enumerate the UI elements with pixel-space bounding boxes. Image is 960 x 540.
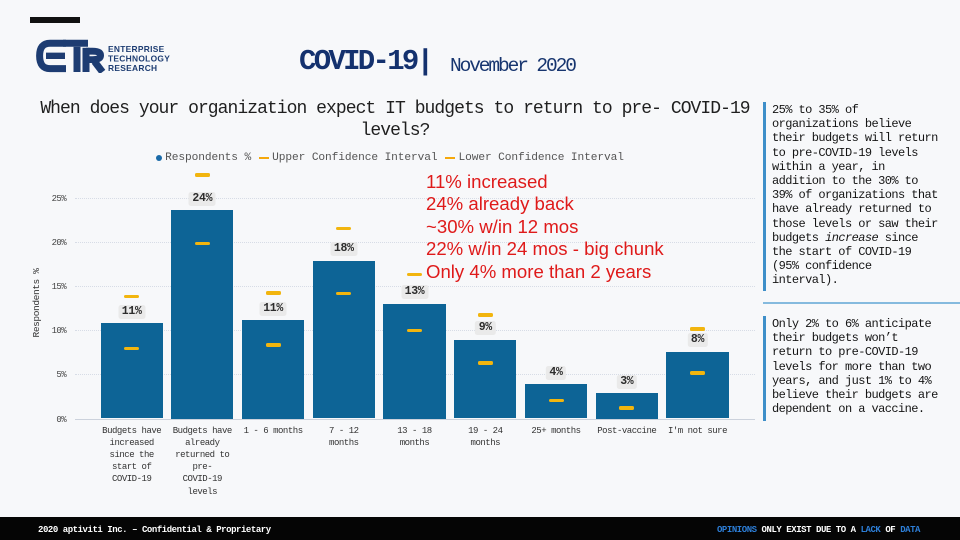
svg-text:ENTERPRISE: ENTERPRISE <box>108 44 165 54</box>
svg-text:RESEARCH: RESEARCH <box>108 63 157 73</box>
svg-text:TECHNOLOGY: TECHNOLOGY <box>108 54 170 64</box>
